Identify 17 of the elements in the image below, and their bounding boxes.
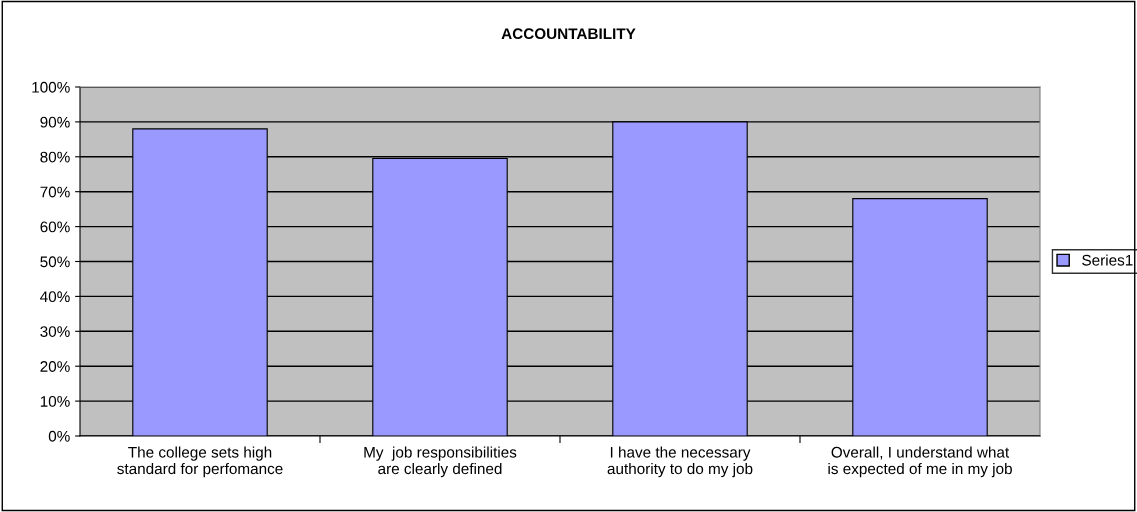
y-tick-label: 80% xyxy=(40,151,70,163)
y-tick-label: 20% xyxy=(40,361,70,372)
y-tick-label: 90% xyxy=(40,116,70,128)
y-tick-label: 60% xyxy=(40,221,70,233)
x-tick-label: I have the necessary authority to do my job xyxy=(607,446,753,478)
legend-label: Series1 xyxy=(1082,254,1133,266)
y-tick-label: 0% xyxy=(48,430,70,442)
y-tick-label: 50% xyxy=(40,256,70,268)
y-tick-label: 30% xyxy=(40,326,70,337)
y-tick-label: 10% xyxy=(40,395,70,407)
y-tick-label: 70% xyxy=(40,186,70,198)
y-tick-label: 100% xyxy=(32,81,70,93)
chart-title: ACCOUNTABILITY xyxy=(501,28,636,40)
x-tick-label: Overall, I understand what is expected of me in my job xyxy=(828,446,1012,478)
x-tick-label: My job responsibilities are clearly defined xyxy=(364,446,517,478)
x-tick-label: The college sets high standard for perfomance xyxy=(117,446,283,478)
y-tick-label: 40% xyxy=(40,291,70,303)
